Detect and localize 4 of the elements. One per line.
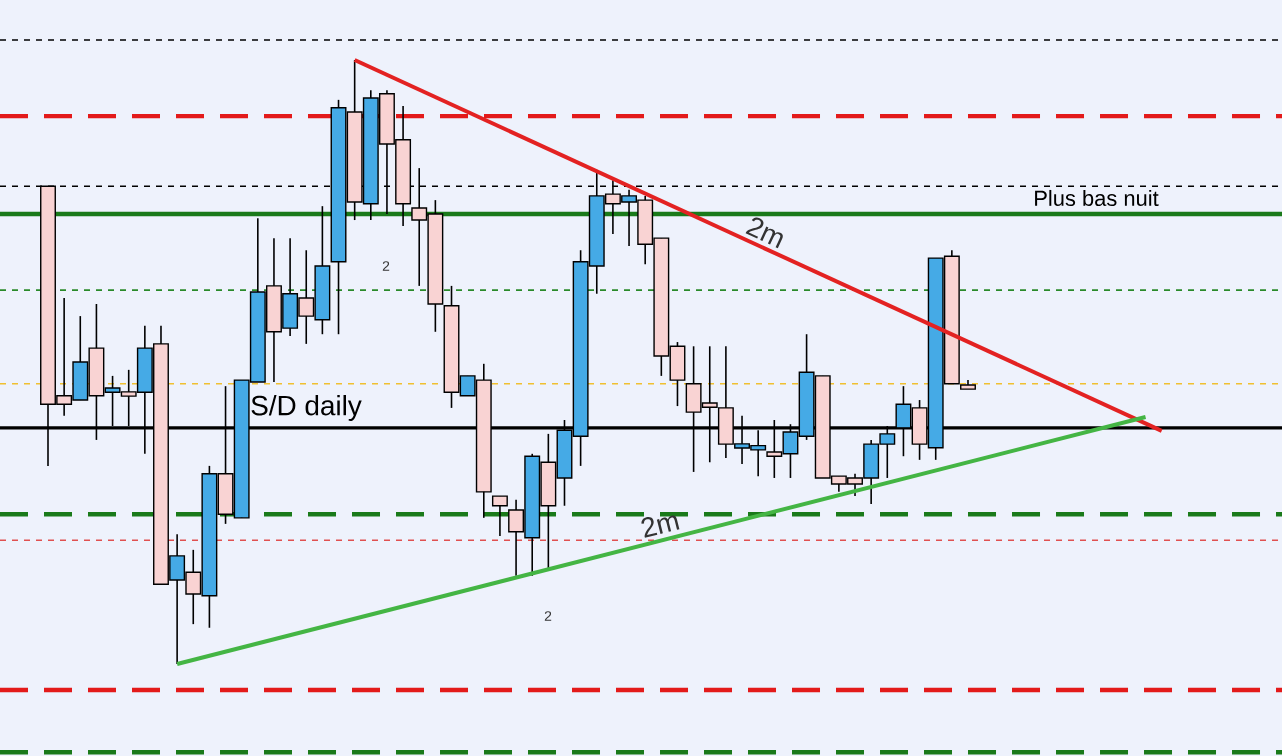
ref-line-label: Plus bas nuit [1035,189,1159,207]
annotation: 2m [745,217,783,249]
ref-line-label: S/D daily [251,394,362,421]
annotation: 2m [641,515,680,538]
